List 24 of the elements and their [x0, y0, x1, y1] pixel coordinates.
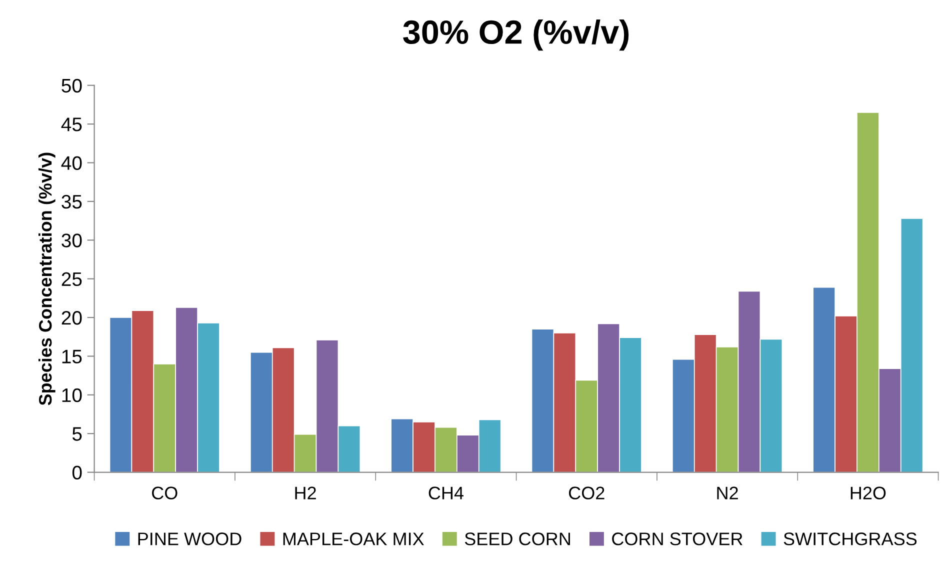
y-tick-label: 40 — [61, 156, 82, 170]
legend-label: MAPLE-OAK MIX — [283, 532, 424, 546]
y-tick-label: 10 — [62, 388, 82, 402]
y-tick-label: 45 — [61, 118, 82, 132]
y-tick-label: 5 — [72, 427, 82, 441]
legend-label: PINE WOOD — [138, 532, 242, 546]
x-tick-label: N2 — [717, 486, 738, 500]
y-tick-label: 20 — [62, 310, 82, 325]
legend-label: CORN STOVER — [612, 532, 742, 546]
y-tick-label: 25 — [62, 272, 82, 286]
x-tick-label: CH4 — [428, 486, 464, 500]
x-tick-label: H2O — [850, 486, 886, 500]
y-tick-label: 35 — [62, 194, 82, 209]
y-tick-label: 0 — [72, 466, 82, 480]
x-tick-label: H2 — [295, 486, 316, 500]
legend-label: SEED CORN — [464, 532, 570, 546]
legend-label: SWITCHGRASS — [784, 532, 917, 546]
y-tick-label: 50 — [62, 78, 82, 93]
chart-title: 30% O2 (%v/v) — [403, 20, 629, 51]
y-tick-label: 15 — [62, 350, 82, 364]
y-tick-label: 30 — [62, 234, 82, 248]
x-tick-label: CO — [152, 486, 178, 500]
y-axis-title: Species Concentration (%v/v) — [38, 152, 56, 406]
x-tick-label: CO2 — [568, 486, 604, 500]
